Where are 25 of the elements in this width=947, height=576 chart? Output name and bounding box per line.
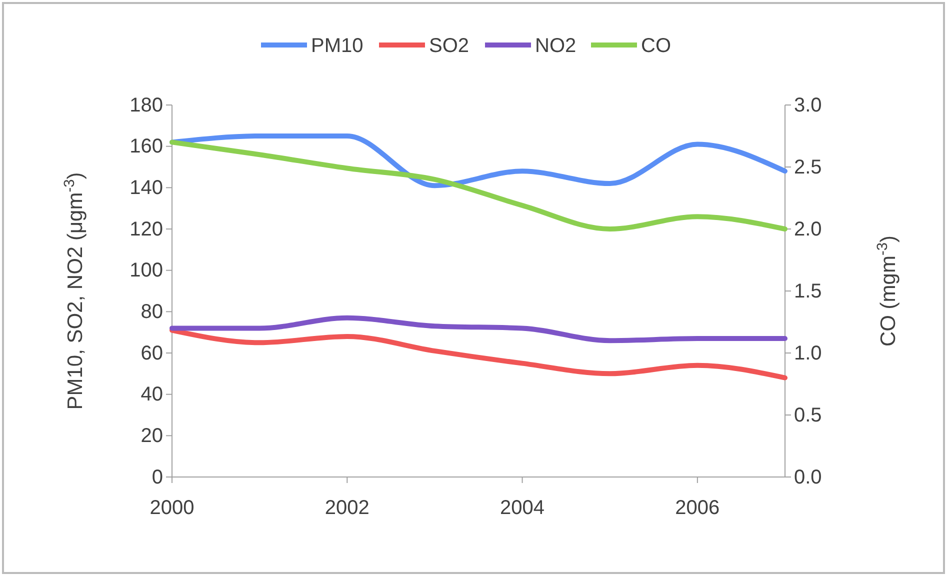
y-tick-label: 140 [130, 177, 163, 200]
y2-tick-label: 0.5 [794, 404, 822, 426]
y2-tick-label: 2.5 [794, 156, 822, 178]
y-tick-label: 160 [130, 136, 163, 158]
y-tick-label: 0 [152, 466, 163, 488]
legend-label: NO2 [535, 35, 576, 57]
y2-tick-label: 0.0 [794, 466, 822, 488]
legend-label: PM10 [311, 35, 364, 57]
legend-label: CO [641, 35, 671, 57]
y2-tick-label: 2.0 [794, 218, 822, 240]
x-tick-label: 2004 [500, 497, 545, 519]
y-tick-label: 120 [130, 218, 163, 240]
x-tick-label: 2002 [324, 497, 370, 519]
y-tick-label: 180 [130, 94, 163, 116]
y2-tick-label: 3.0 [794, 94, 822, 116]
y-tick-label: 100 [130, 260, 163, 282]
y2-tick-label: 1.0 [794, 342, 822, 364]
y-tick-label: 20 [140, 425, 163, 448]
y-tick-label: 40 [140, 384, 163, 406]
legend-label: SO2 [429, 35, 470, 57]
x-tick-label: 2000 [150, 497, 194, 519]
y2-tick-label: 1.5 [794, 280, 822, 302]
y-tick-label: 60 [140, 342, 163, 364]
y-tick-label: 80 [140, 301, 163, 324]
x-tick-label: 2006 [675, 497, 720, 519]
